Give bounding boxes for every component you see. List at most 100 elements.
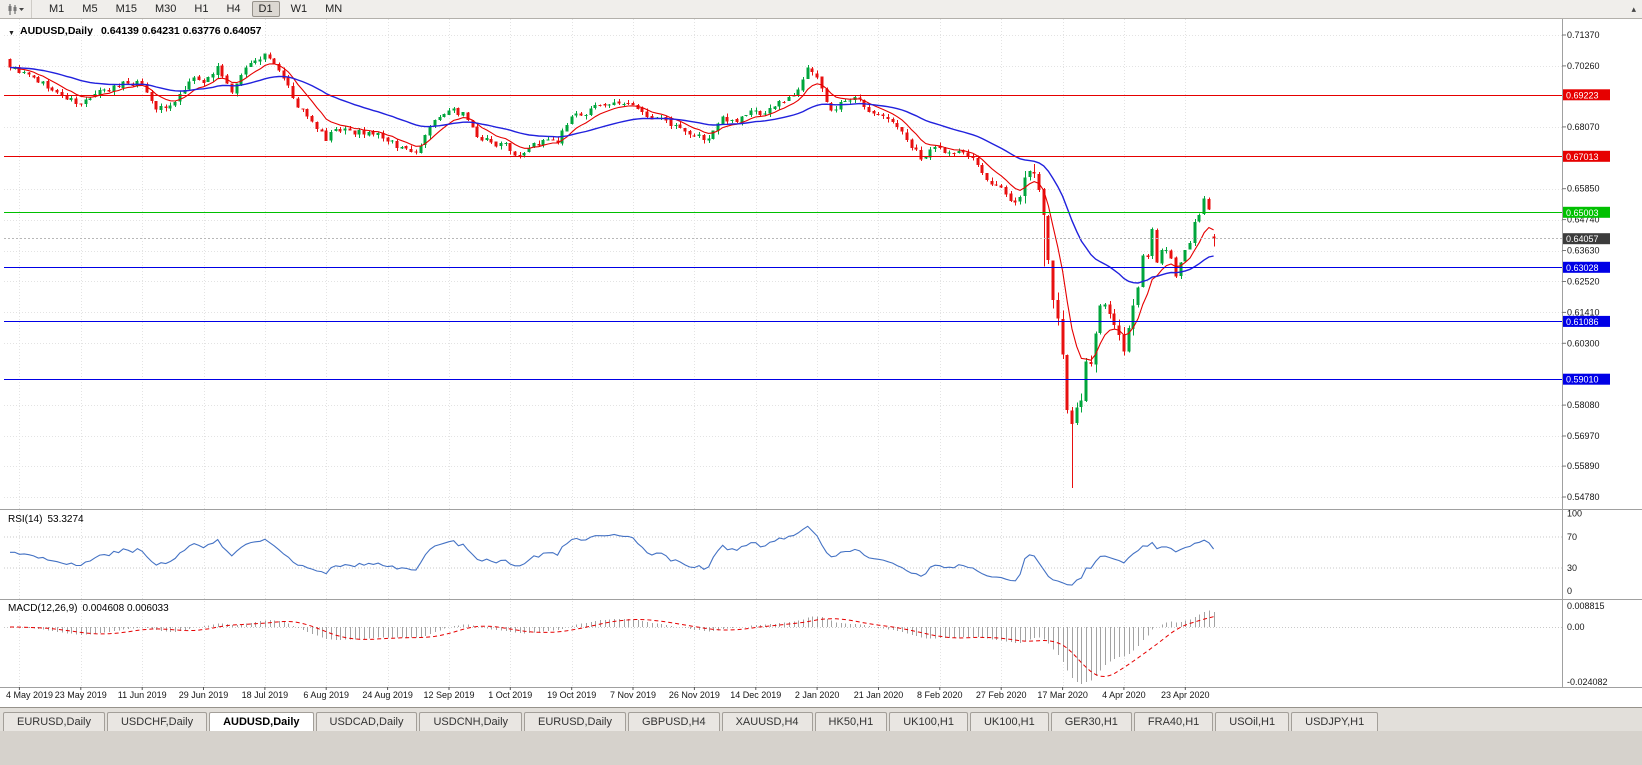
svg-text:0.00: 0.00 (1567, 622, 1585, 632)
chart-tab-usdjpy-h1[interactable]: USDJPY,H1 (1291, 712, 1379, 731)
period-button-h4[interactable]: H4 (226, 3, 241, 15)
time-axis-label: 7 Nov 2019 (610, 690, 656, 700)
period-button-m1[interactable]: M1 (49, 3, 65, 15)
svg-text:0.62520: 0.62520 (1567, 277, 1600, 287)
svg-text:70: 70 (1567, 532, 1577, 542)
chart-tab-eurusd-daily[interactable]: EURUSD,Daily (524, 712, 626, 731)
time-axis-label: 17 Mar 2020 (1037, 690, 1088, 700)
time-axis-label: 29 Jun 2019 (179, 690, 229, 700)
macd-histogram (29, 610, 1215, 684)
time-axis-label: 12 Sep 2019 (423, 690, 474, 700)
svg-text:0.65003: 0.65003 (1566, 208, 1599, 218)
svg-text:0.54780: 0.54780 (1567, 492, 1600, 502)
svg-text:0.61086: 0.61086 (1566, 317, 1599, 327)
chart-tab-usdcnh-daily[interactable]: USDCNH,Daily (419, 712, 523, 731)
chart-title: AUDUSD,Daily 0.64139 0.64231 0.63776 0.64… (20, 25, 262, 37)
macd-indicator-values: 0.004608 0.006033 (82, 603, 169, 614)
status-strip (0, 731, 1642, 765)
chart-tab-hk50-h1[interactable]: HK50,H1 (814, 712, 888, 731)
chart-type-icon[interactable] (5, 0, 32, 18)
period-button-m30[interactable]: M30 (154, 3, 177, 15)
time-axis-label: 18 Jul 2019 (242, 690, 289, 700)
time-axis-label: 4 Apr 2020 (1102, 690, 1146, 700)
time-axis-label: 8 Feb 2020 (917, 690, 963, 700)
time-axis-label: 27 Feb 2020 (976, 690, 1027, 700)
macd-indicator-name: MACD(12,26,9) (8, 603, 77, 614)
chart-tab-xauusd-h4[interactable]: XAUUSD,H4 (721, 712, 813, 731)
svg-text:0.64057: 0.64057 (1566, 234, 1599, 244)
time-axis-label: 23 Apr 2020 (1161, 690, 1210, 700)
period-button-mn[interactable]: MN (325, 3, 343, 15)
toolbar-expand-icon[interactable]: ▴ (1631, 4, 1636, 14)
moving-average-34 (10, 66, 1214, 284)
svg-text:0.65850: 0.65850 (1567, 184, 1600, 194)
svg-text:0.61410: 0.61410 (1567, 307, 1600, 317)
period-button-d1[interactable]: D1 (251, 1, 280, 17)
price-chart[interactable]: 0.71370 0.70260 0.68070 0.65850 0.64740 0.636… (0, 19, 1642, 707)
rsi-axis-labels: 100 70 30 0 (1567, 509, 1582, 597)
macd-axis-labels: 0.008815 0.00 -0.024082 (1567, 601, 1608, 687)
svg-text:0.60300: 0.60300 (1567, 338, 1600, 348)
chart-tab-usdcad-daily[interactable]: USDCAD,Daily (315, 712, 418, 731)
svg-text:0.55890: 0.55890 (1567, 461, 1600, 471)
time-axis-label: 4 May 2019 (6, 690, 53, 700)
rsi-indicator-name: RSI(14) (8, 514, 42, 525)
chart-symbol-label: AUDUSD,Daily (20, 25, 93, 37)
candlestick-series (8, 52, 1216, 489)
rsi-indicator-value: 53.3274 (47, 514, 84, 525)
time-axis-label: 2 Jan 2020 (795, 690, 840, 700)
time-axis-label: 23 May 2019 (55, 690, 107, 700)
timeframe-toolbar: M1 M5 M15 M30 H1 H4 D1 W1 MN ▴ (0, 0, 1642, 19)
period-button-group: M1 M5 M15 M30 H1 H4 D1 W1 MN (42, 1, 349, 17)
rsi-label: RSI(14) 53.3274 (8, 514, 84, 525)
time-axis-label: 26 Nov 2019 (669, 690, 720, 700)
chart-tab-bar: EURUSD,Daily USDCHF,Daily AUDUSD,Daily USDC… (0, 707, 1642, 731)
time-axis-label: 1 Oct 2019 (488, 690, 532, 700)
price-level-badges: 0.69223 0.67013 0.65003 0.63028 0.61086 0.590… (1563, 89, 1610, 385)
chart-tab-eurusd-daily[interactable]: EURUSD,Daily (3, 712, 105, 731)
svg-text:0.63028: 0.63028 (1566, 263, 1599, 273)
chart-tab-usdchf-daily[interactable]: USDCHF,Daily (106, 712, 208, 731)
chevron-down-icon (19, 7, 24, 11)
macd-label: MACD(12,26,9) 0.004608 0.006033 (8, 603, 169, 614)
svg-text:0.68070: 0.68070 (1567, 122, 1600, 132)
period-button-w1[interactable]: W1 (290, 3, 308, 15)
time-axis-label: 21 Jan 2020 (854, 690, 904, 700)
chart-tab-gbpusd-h4[interactable]: GBPUSD,H4 (628, 712, 720, 731)
moving-average-8 (10, 63, 1214, 361)
chart-ohlc-values: 0.64139 0.64231 0.63776 0.64057 (101, 25, 262, 37)
svg-text:0.59010: 0.59010 (1566, 375, 1599, 385)
chart-tab-audusd-daily[interactable]: AUDUSD,Daily (209, 712, 314, 731)
svg-text:0: 0 (1567, 586, 1572, 596)
svg-text:0.69223: 0.69223 (1566, 90, 1599, 100)
collapse-panel-icon[interactable]: ▼ (8, 30, 15, 37)
time-axis-label: 11 Jun 2019 (118, 690, 167, 700)
period-button-h1[interactable]: H1 (194, 3, 209, 15)
svg-text:0.64740: 0.64740 (1567, 215, 1600, 225)
svg-text:0.70260: 0.70260 (1567, 61, 1600, 71)
svg-text:0.63630: 0.63630 (1567, 246, 1600, 256)
candlestick-chart-icon (8, 3, 24, 15)
time-axis-label: 14 Dec 2019 (730, 690, 781, 700)
svg-text:0.56970: 0.56970 (1567, 431, 1600, 441)
time-axis: 4 May 2019 23 May 2019 11 Jun 2019 29 Jun 2… (6, 687, 1210, 700)
macd-signal-line (10, 616, 1214, 678)
svg-text:0.67013: 0.67013 (1566, 152, 1599, 162)
grid-lines (4, 19, 1562, 687)
chart-tab-fra40-h1[interactable]: FRA40,H1 (1133, 712, 1214, 731)
svg-text:30: 30 (1567, 563, 1577, 573)
chart-tab-uk100-h1[interactable]: UK100,H1 (889, 712, 968, 731)
svg-text:0.71370: 0.71370 (1567, 30, 1600, 40)
period-button-m5[interactable]: M5 (82, 3, 98, 15)
chart-tab-uk100-h1[interactable]: UK100,H1 (969, 712, 1049, 731)
period-button-m15[interactable]: M15 (115, 3, 137, 15)
svg-text:0.008815: 0.008815 (1567, 601, 1605, 611)
chart-tab-usoil-h1[interactable]: USOil,H1 (1215, 712, 1290, 731)
svg-text:-0.024082: -0.024082 (1567, 677, 1608, 687)
time-axis-label: 6 Aug 2019 (303, 690, 349, 700)
price-axis-labels: 0.71370 0.70260 0.68070 0.65850 0.64740 0.636… (1562, 30, 1600, 502)
svg-text:0.58080: 0.58080 (1567, 400, 1600, 410)
svg-text:100: 100 (1567, 509, 1582, 519)
chart-tab-ger30-h1[interactable]: GER30,H1 (1050, 712, 1132, 731)
